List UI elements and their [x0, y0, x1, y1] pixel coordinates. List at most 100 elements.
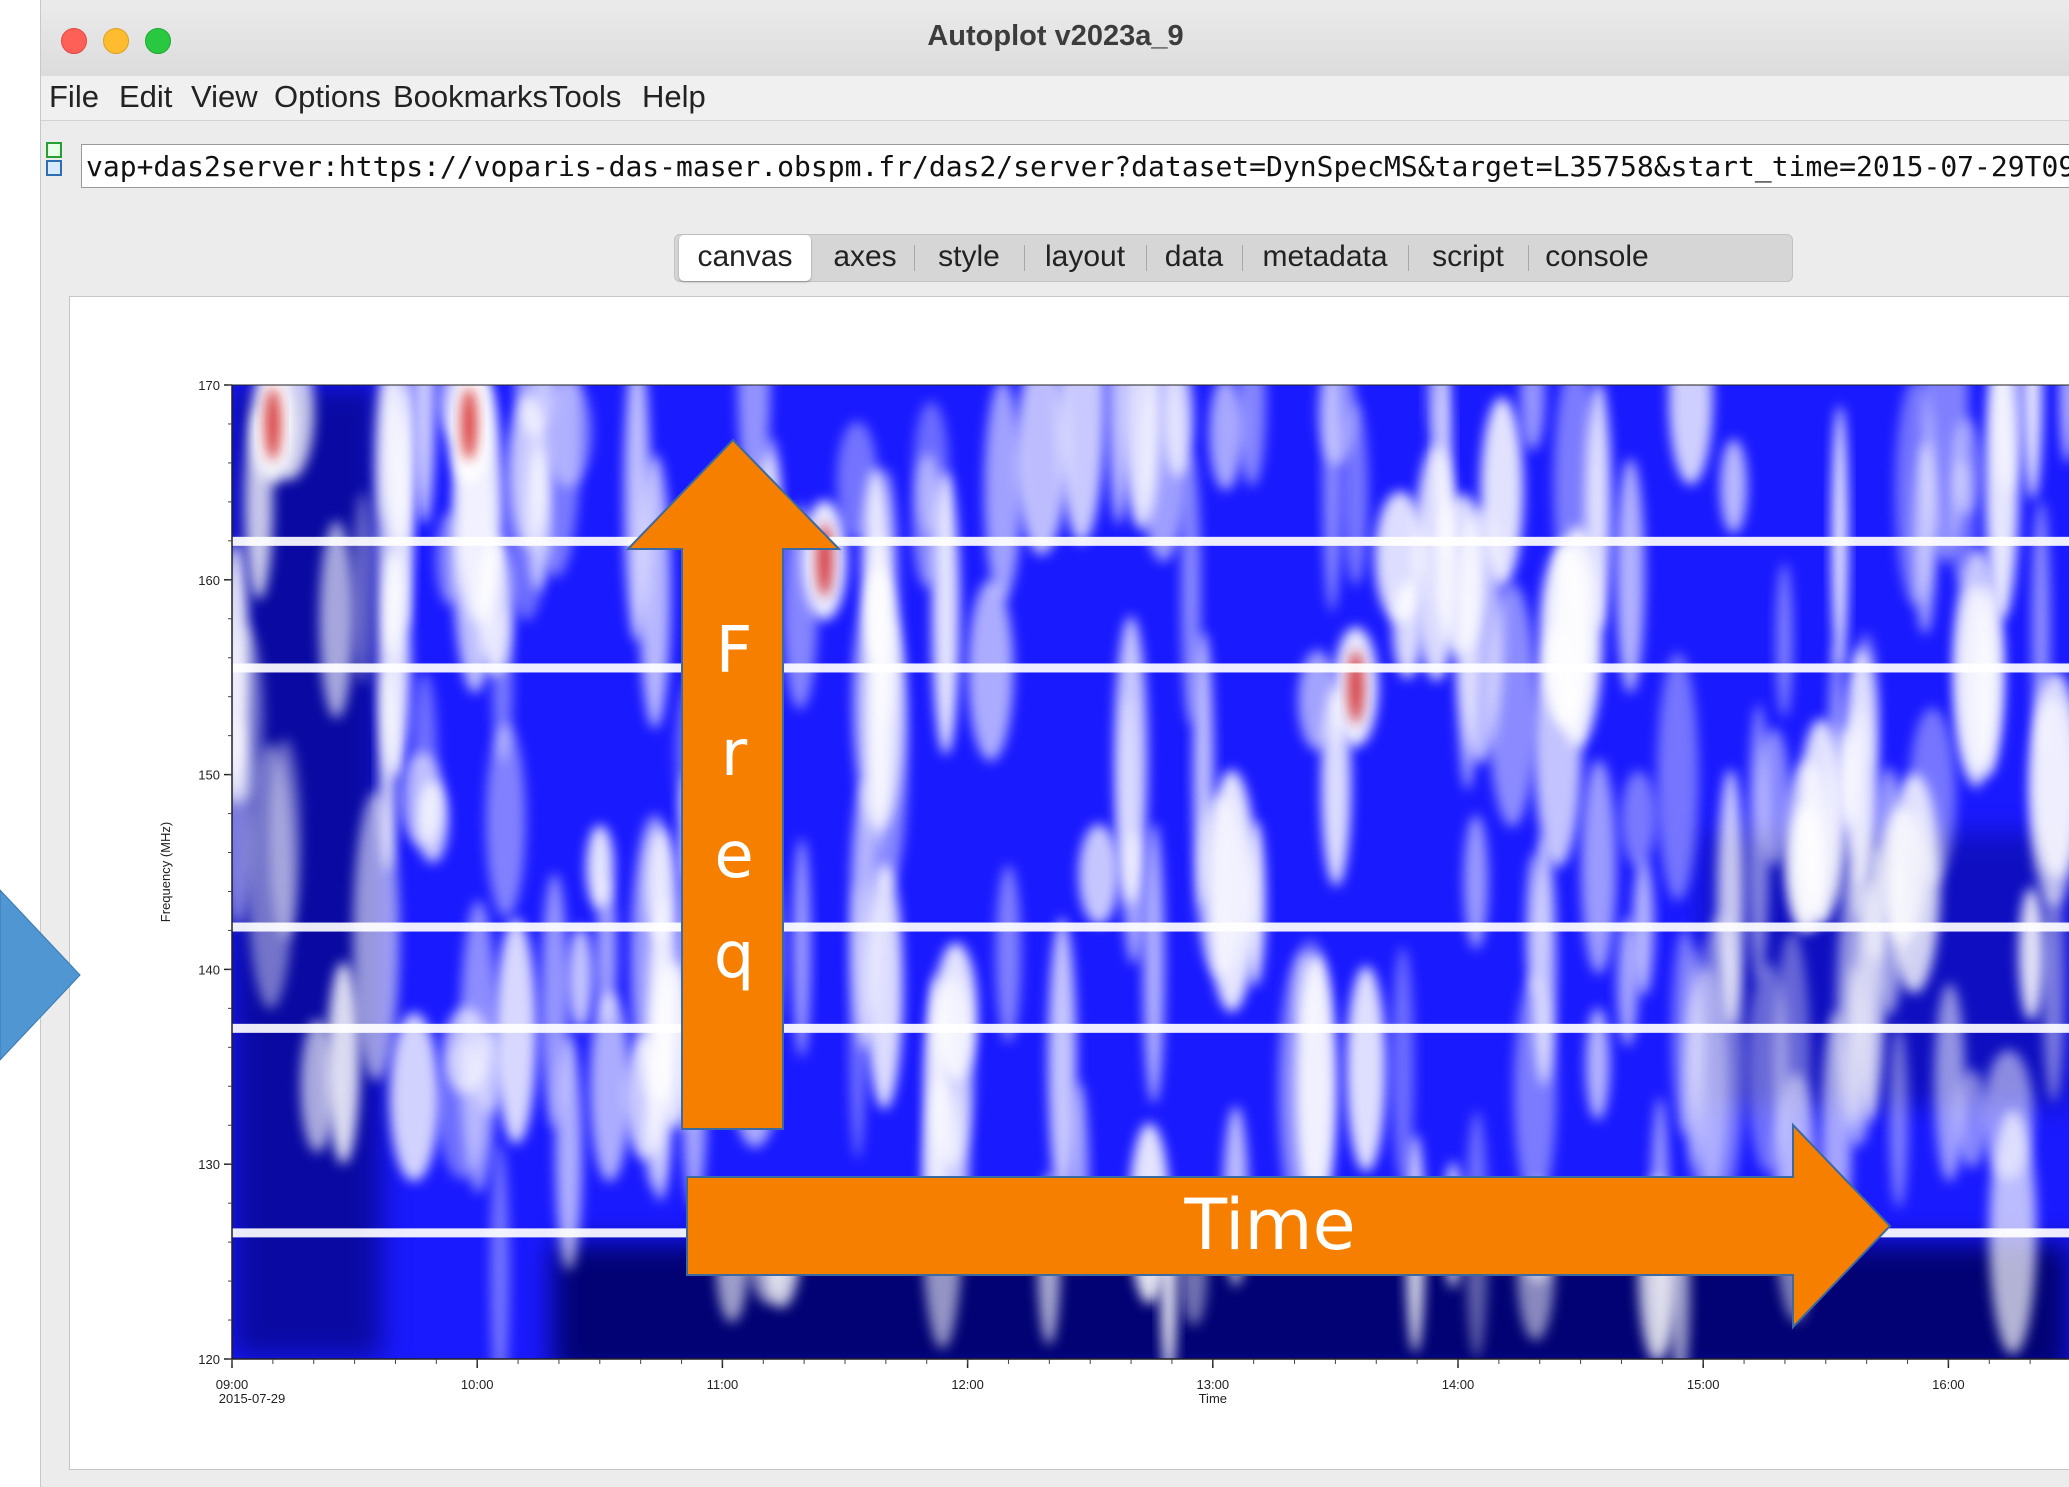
spectrogram-emission-streak: [1078, 824, 1120, 926]
tab-bar: canvas axes style layout data metadata s…: [674, 234, 1793, 282]
spectrogram-emission-streak: [1463, 814, 1489, 949]
tab-separator: [1146, 245, 1147, 271]
tab-separator: [1408, 245, 1409, 271]
freq-arrow: [625, 438, 842, 1130]
rfi-line: [232, 922, 2069, 932]
time-label: Time: [1183, 1184, 1355, 1266]
spectrogram-emission-streak: [849, 883, 867, 1159]
x-tick-label: 12:00: [951, 1377, 984, 1392]
window-title: Autoplot v2023a_9: [927, 20, 1184, 52]
spectrogram-emission-streak: [1686, 947, 1705, 1168]
menu-bookmarks[interactable]: Bookmarks: [393, 79, 549, 114]
spectrogram-emission-streak: [1107, 385, 1130, 525]
menu-edit[interactable]: Edit: [119, 79, 173, 114]
spectrogram-emission-streak: [792, 838, 811, 1057]
spectrogram-emission-streak: [1237, 385, 1266, 487]
spectrogram-emission-streak: [1621, 770, 1656, 868]
tab-data[interactable]: data: [1164, 240, 1224, 273]
spectrogram-bright-peak: [264, 387, 281, 460]
spectrogram-emission-streak: [1206, 769, 1257, 1012]
spectrogram-emission-streak: [2022, 385, 2043, 500]
spectrogram-emission-streak: [1657, 652, 1699, 902]
data-source-url-field[interactable]: [81, 144, 2069, 188]
left-pointer-arrow: [0, 889, 81, 1061]
spectrogram-emission-streak: [1983, 1049, 2034, 1181]
spectrogram-emission-streak: [1016, 385, 1068, 555]
spectrogram-emission-streak: [389, 1012, 439, 1182]
plot-canvas-panel[interactable]: 120 130 140 150 160 170 Frequency (MHz) 09:00 20…: [69, 296, 2069, 1470]
spectrogram-emission-streak: [1346, 965, 1386, 1172]
spectrogram-emission-streak: [1747, 962, 1789, 1174]
spectrogram-emission-streak: [1895, 385, 1937, 607]
rfi-line: [232, 663, 2069, 673]
spectrogram-emission-streak: [1949, 460, 1976, 586]
menu-view[interactable]: View: [191, 79, 258, 114]
y-axis-label: Frequency (MHz): [158, 822, 173, 922]
menu-bar: File Edit View Options Bookmarks Tools H…: [41, 76, 2069, 121]
spectrogram-emission-streak: [490, 1143, 510, 1359]
menu-file[interactable]: File: [49, 79, 99, 114]
tab-style[interactable]: style: [938, 240, 1000, 273]
spectrogram-emission-streak: [1617, 917, 1639, 1047]
tab-axes[interactable]: axes: [833, 240, 897, 273]
spectrogram-emission-streak: [485, 723, 526, 918]
spectrogram-emission-streak: [596, 877, 617, 1027]
annotation-overlay: F r e q Time: [625, 438, 1892, 1330]
minimize-window-button[interactable]: [103, 28, 129, 54]
spectrogram-emission-streak: [1143, 823, 1165, 1104]
spectrogram-emission-streak: [1114, 615, 1148, 904]
x-tick-label: 16:00: [1932, 1377, 1965, 1392]
tab-metadata[interactable]: metadata: [1262, 240, 1388, 273]
tab-script[interactable]: script: [1432, 240, 1504, 273]
spectrogram-emission-streak: [1668, 385, 1713, 485]
tab-canvas[interactable]: canvas: [679, 235, 811, 281]
spectrogram-emission-streak: [1985, 385, 2019, 620]
tab-layout[interactable]: layout: [1044, 240, 1126, 273]
menu-options[interactable]: Options: [274, 79, 381, 114]
x-tick-label: 13:00: [1197, 1377, 1230, 1392]
spectrogram-emission-streak: [624, 385, 650, 642]
spectrogram-emission-streak: [1581, 759, 1617, 975]
spectrogram-emission-streak: [1123, 385, 1161, 530]
spectrogram-emission-streak: [862, 467, 890, 661]
spectrogram-emission-streak: [984, 385, 1022, 601]
x-tick-label: 15:00: [1687, 1377, 1720, 1392]
spectrogram-emission-streak: [1955, 584, 1997, 788]
spectrogram-emission-streak: [1879, 807, 1926, 944]
x-tick-label: 09:00: [216, 1377, 249, 1392]
spectrogram-emission-streak: [1585, 1007, 1610, 1121]
spectrogram-emission-streak: [1695, 915, 1745, 1207]
spectrogram-emission-streak: [232, 719, 253, 927]
spectrogram-emission-streak: [1322, 385, 1342, 612]
spectrogram-emission-streak: [1295, 954, 1337, 1217]
rfi-line: [232, 536, 2069, 546]
tab-separator: [914, 245, 915, 271]
y-tick-label: 120: [198, 1352, 220, 1367]
menu-help[interactable]: Help: [642, 79, 706, 114]
spectrogram-emission-streak: [544, 385, 592, 487]
freq-letter-f: F: [716, 614, 753, 688]
zoom-window-button[interactable]: [145, 28, 171, 54]
spectrogram-emission-streak: [396, 385, 414, 630]
app-window: Autoplot v2023a_9 File Edit View Options…: [40, 0, 2069, 1487]
tab-separator: [1528, 245, 1529, 271]
spectrogram-emission-streak: [567, 925, 594, 1031]
spectrogram-emission-streak: [1391, 946, 1414, 1184]
spectrogram-emission-streak: [1520, 385, 1545, 451]
x-tick-label: 11:00: [707, 1377, 739, 1392]
y-tick-label: 170: [198, 378, 220, 393]
freq-letter-q: q: [714, 919, 755, 993]
menu-tools[interactable]: Tools: [549, 79, 622, 114]
tab-console[interactable]: console: [1545, 240, 1649, 273]
spectrogram-emission-streak: [555, 1034, 583, 1270]
spectrogram-emission-streak: [589, 991, 630, 1182]
x-tick-label: 10:00: [461, 1377, 494, 1392]
y-tick-label: 130: [198, 1157, 220, 1172]
close-window-button[interactable]: [61, 28, 87, 54]
data-source-icon[interactable]: [46, 142, 62, 178]
x-tick-label: 14:00: [1442, 1377, 1475, 1392]
spectrogram-emission-streak: [269, 738, 302, 940]
title-bar: Autoplot v2023a_9: [41, 0, 2069, 77]
spectrogram-emission-streak: [413, 385, 436, 525]
x-axis-label: Time: [1199, 1391, 1227, 1406]
